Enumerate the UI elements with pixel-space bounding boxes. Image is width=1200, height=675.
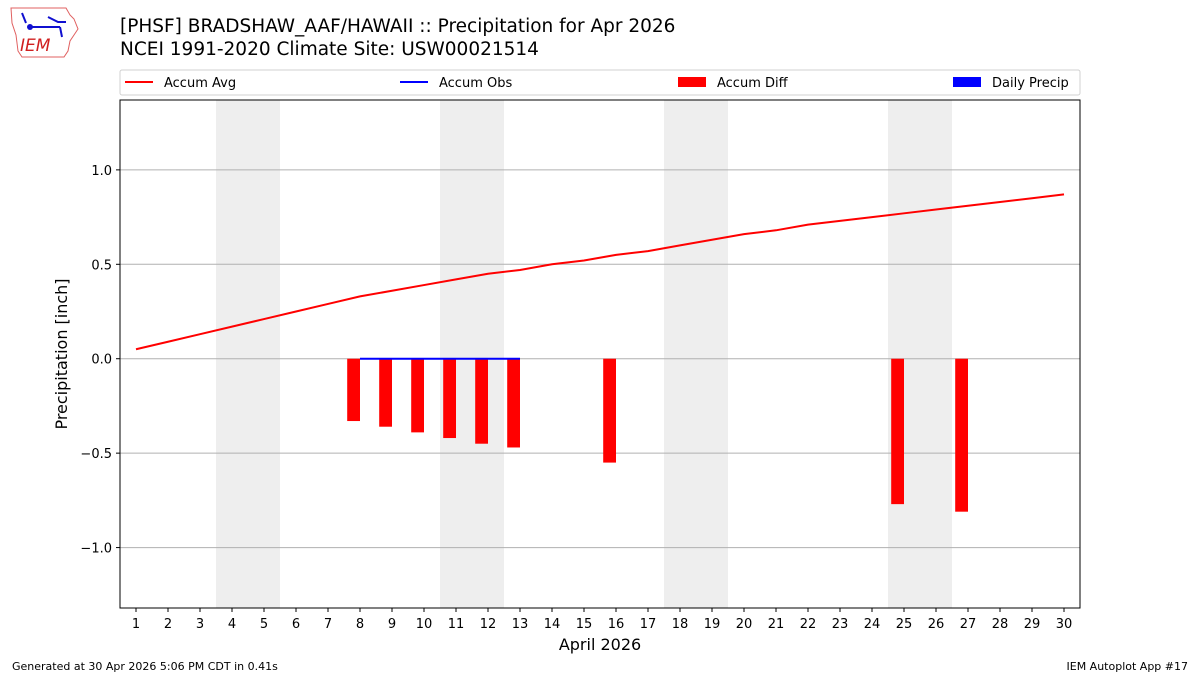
x-tick-label: 28	[992, 617, 1009, 632]
x-tick-label: 29	[1024, 617, 1041, 632]
accum-diff-bar	[443, 358, 456, 439]
x-tick-label: 14	[544, 617, 561, 632]
accum-diff-bar	[475, 358, 488, 444]
legend-swatch	[953, 77, 981, 87]
y-tick-label: 0.0	[91, 353, 112, 368]
iem-logo: IEM	[8, 5, 80, 59]
x-tick-label: 21	[768, 617, 785, 632]
accum-diff-bar	[411, 358, 424, 433]
x-tick-label: 17	[640, 617, 657, 632]
x-tick-label: 23	[832, 617, 849, 632]
legend-label: Accum Avg	[164, 76, 236, 91]
accum-diff-bar	[379, 358, 392, 427]
accum-diff-bar	[603, 358, 616, 463]
x-tick-label: 8	[356, 617, 364, 632]
x-tick-label: 20	[736, 617, 753, 632]
x-tick-label: 10	[416, 617, 433, 632]
weekend-span	[664, 100, 728, 608]
x-tick-label: 16	[608, 617, 625, 632]
chart-title: [PHSF] BRADSHAW_AAF/HAWAII :: Precipitat…	[120, 16, 676, 37]
y-tick-label: −1.0	[80, 542, 112, 557]
x-tick-label: 27	[960, 617, 977, 632]
y-tick-label: 0.5	[91, 258, 112, 273]
weekend-span	[888, 100, 952, 608]
x-tick-label: 18	[672, 617, 689, 632]
x-tick-label: 11	[448, 617, 465, 632]
x-tick-label: 1	[132, 617, 140, 632]
weekend-span	[216, 100, 280, 608]
accum-avg-line	[135, 193, 1065, 351]
app-label: IEM Autoplot App #17	[1066, 660, 1189, 673]
x-tick-label: 9	[388, 617, 396, 632]
x-tick-label: 19	[704, 617, 721, 632]
weekend-span	[440, 100, 504, 608]
x-tick-label: 15	[576, 617, 593, 632]
svg-text:IEM: IEM	[20, 36, 51, 56]
legend-label: Accum Obs	[439, 76, 512, 91]
legend-swatch	[678, 77, 706, 87]
y-tick-label: 1.0	[91, 164, 112, 179]
x-tick-label: 5	[260, 617, 268, 632]
x-tick-label: 13	[512, 617, 529, 632]
x-tick-label: 24	[864, 617, 881, 632]
chart-subtitle: NCEI 1991-2020 Climate Site: USW00021514	[120, 39, 539, 60]
x-tick-label: 6	[292, 617, 300, 632]
plot-frame	[119, 99, 1081, 609]
x-tick-label: 4	[228, 617, 236, 632]
x-tick-label: 12	[480, 617, 497, 632]
accum-diff-bar	[955, 358, 968, 512]
y-axis-label: Precipitation [inch]	[52, 278, 71, 429]
x-axis-label: April 2026	[559, 635, 641, 654]
x-tick-label: 7	[324, 617, 332, 632]
legend-box	[119, 69, 1081, 96]
x-tick-label: 2	[164, 617, 172, 632]
legend-label: Daily Precip	[992, 76, 1069, 91]
accum-diff-bar	[507, 358, 520, 448]
x-tick-label: 26	[928, 617, 945, 632]
x-tick-label: 22	[800, 617, 817, 632]
x-tick-label: 30	[1056, 617, 1073, 632]
accum-diff-bar	[347, 358, 360, 422]
generated-note: Generated at 30 Apr 2026 5:06 PM CDT in …	[12, 660, 278, 673]
accum-diff-bar	[891, 358, 904, 505]
x-tick-label: 3	[196, 617, 204, 632]
y-tick-label: −0.5	[80, 447, 112, 462]
legend-label: Accum Diff	[717, 76, 789, 91]
x-tick-label: 25	[896, 617, 913, 632]
